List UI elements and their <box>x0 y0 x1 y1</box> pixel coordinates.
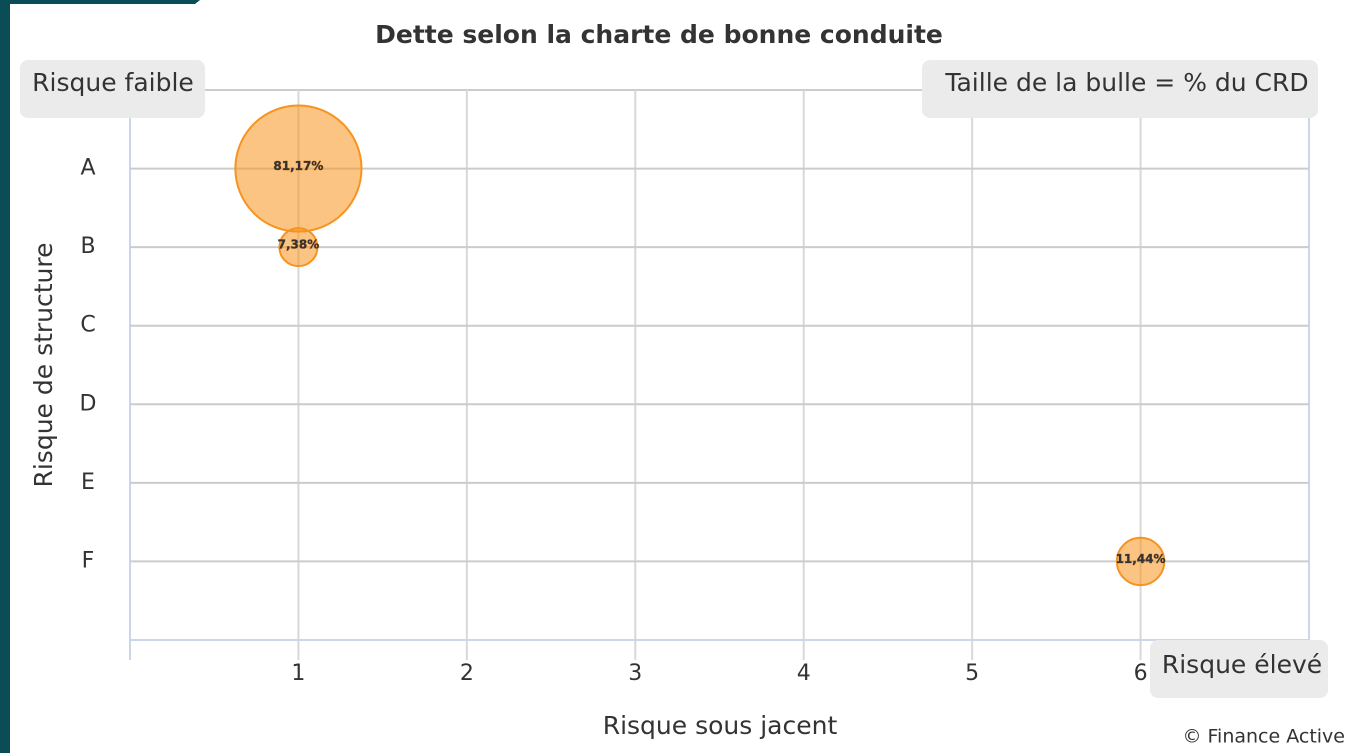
x-tick-label: 6 <box>1134 661 1148 686</box>
chart-title: Dette selon la charte de bonne conduite <box>375 20 943 49</box>
y-tick-label: C <box>80 313 95 338</box>
annotation-box <box>1150 640 1328 698</box>
x-tick-label: 5 <box>965 661 979 686</box>
x-tick-label: 3 <box>628 661 642 686</box>
data-label: 11,44% <box>1116 552 1166 566</box>
x-tick-label: 4 <box>797 661 811 686</box>
annotation-box <box>922 60 1318 118</box>
credit: © Finance Active <box>1182 726 1345 748</box>
annotation: Taille de la bulle = % du CRD <box>944 68 1308 97</box>
x-tick-label: 2 <box>460 661 474 686</box>
data-label: 81,17% <box>273 159 323 173</box>
y-tick-label: F <box>82 548 95 573</box>
y-tick-label: A <box>80 156 95 181</box>
x-tick-label: 1 <box>291 661 305 686</box>
annotation-box <box>20 60 205 118</box>
x-axis-label: Risque sous jacent <box>603 711 838 740</box>
data-label: 7,38% <box>278 238 320 252</box>
bubble <box>1115 536 1166 587</box>
bubble <box>278 227 319 268</box>
annotation: Risque faible <box>32 68 194 97</box>
annotation: Risque élevé <box>1162 650 1322 679</box>
y-tick-label: B <box>80 234 95 259</box>
y-tick-label: D <box>80 391 97 416</box>
plot-area: 1 2 3 4 5 6 A B C D E F 81,17% 7,38% 11,44% <box>80 89 1310 686</box>
y-axis-label: Risque de structure <box>29 242 58 487</box>
y-tick-label: E <box>81 470 95 495</box>
